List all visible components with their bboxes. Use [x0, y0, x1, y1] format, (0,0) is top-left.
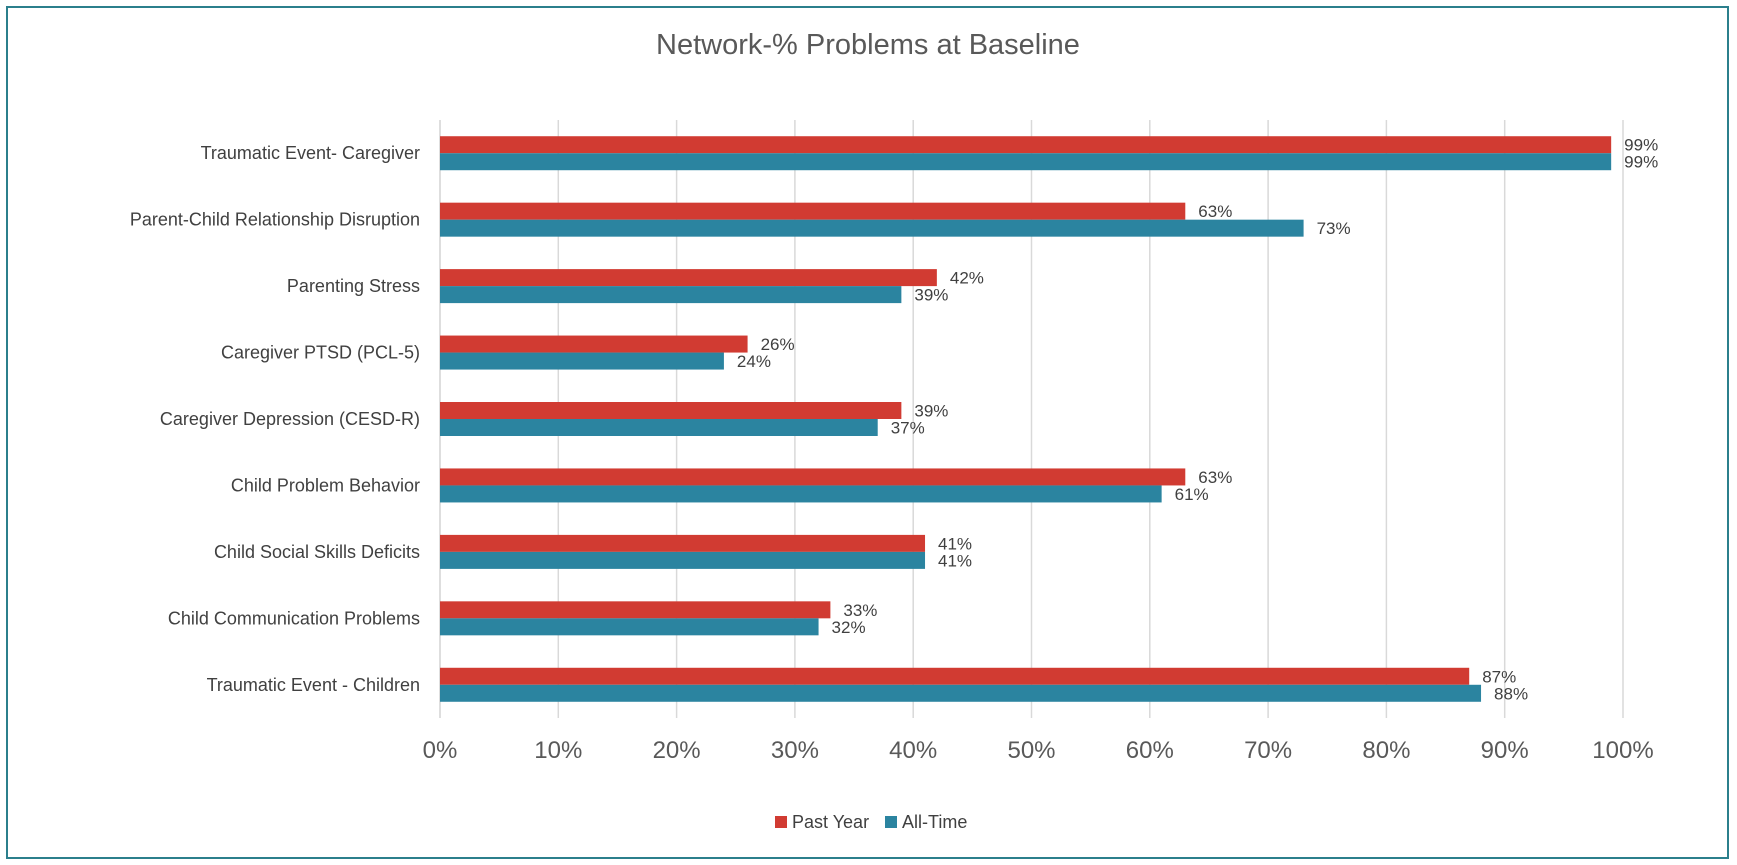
chart-title: Network-% Problems at Baseline [656, 29, 1080, 61]
bar-all-time [440, 485, 1162, 503]
data-label: 39% [914, 402, 948, 421]
bar-all-time [440, 352, 724, 370]
data-label: 87% [1482, 667, 1516, 686]
bar-past-year [440, 667, 1470, 685]
legend-label: All-Time [902, 812, 967, 832]
data-label: 61% [1175, 485, 1209, 504]
x-tick-label: 20% [653, 737, 701, 764]
data-label: 41% [938, 534, 972, 553]
x-tick-label: 40% [889, 737, 937, 764]
x-tick-label: 50% [1007, 737, 1055, 764]
bar-past-year [440, 601, 831, 619]
bar-past-year [440, 136, 1612, 154]
data-label: 63% [1198, 202, 1232, 221]
bar-past-year [440, 402, 902, 419]
data-labels: 99%99%63%73%42%39%26%24%39%37%63%61%41%4… [737, 136, 1658, 704]
category-label: Parent-Child Relationship Disruption [130, 210, 420, 230]
category-label: Traumatic Event - Children [207, 675, 420, 695]
data-label: 33% [843, 601, 877, 620]
data-label: 63% [1198, 468, 1232, 487]
bars [440, 136, 1612, 702]
data-label: 39% [914, 286, 948, 305]
bar-past-year [440, 468, 1186, 486]
data-label: 99% [1624, 136, 1658, 155]
x-tick-label: 30% [771, 737, 819, 764]
category-labels: Traumatic Event- Caregiver Parent-Child R… [130, 143, 420, 695]
bar-past-year [440, 534, 926, 552]
data-label: 73% [1317, 219, 1351, 238]
x-tick-label: 80% [1362, 737, 1410, 764]
category-label: Caregiver PTSD (PCL-5) [221, 343, 420, 363]
data-label: 37% [891, 419, 925, 438]
x-tick-label: 90% [1481, 737, 1529, 764]
data-label: 88% [1494, 684, 1528, 703]
x-tick-label: 100% [1592, 737, 1653, 764]
x-tick-label: 0% [423, 737, 458, 764]
bar-all-time [440, 153, 1612, 171]
data-label: 42% [950, 269, 984, 288]
bar-past-year [440, 269, 937, 287]
bar-all-time [440, 551, 926, 569]
x-tick-label: 60% [1126, 737, 1174, 764]
category-label: Child Social Skills Deficits [214, 542, 420, 562]
data-label: 41% [938, 551, 972, 570]
x-tick-label: 70% [1244, 737, 1292, 764]
bar-past-year [440, 202, 1186, 220]
bar-all-time [440, 219, 1304, 237]
data-label: 32% [832, 618, 866, 637]
legend-swatch [775, 816, 787, 828]
bar-all-time [440, 684, 1482, 702]
x-tick-label: 10% [534, 737, 582, 764]
bar-all-time [440, 618, 819, 636]
category-label: Caregiver Depression (CESD-R) [160, 409, 420, 429]
category-label: Child Problem Behavior [231, 475, 420, 495]
category-label: Traumatic Event- Caregiver [201, 143, 420, 163]
legend: Past Year All-Time [775, 812, 967, 832]
category-label: Child Communication Problems [168, 608, 420, 628]
bar-past-year [440, 335, 748, 353]
bar-all-time [440, 286, 902, 304]
data-label: 24% [737, 352, 771, 371]
category-label: Parenting Stress [287, 276, 420, 296]
legend-swatch [885, 816, 897, 828]
data-label: 26% [761, 335, 795, 354]
legend-label: Past Year [792, 812, 869, 832]
bar-all-time [440, 419, 878, 436]
x-tick-labels: 0% 10% 20% 30% 40% 50% 60% 70% 80% 90% 100% [423, 737, 1654, 764]
data-label: 99% [1624, 153, 1658, 172]
